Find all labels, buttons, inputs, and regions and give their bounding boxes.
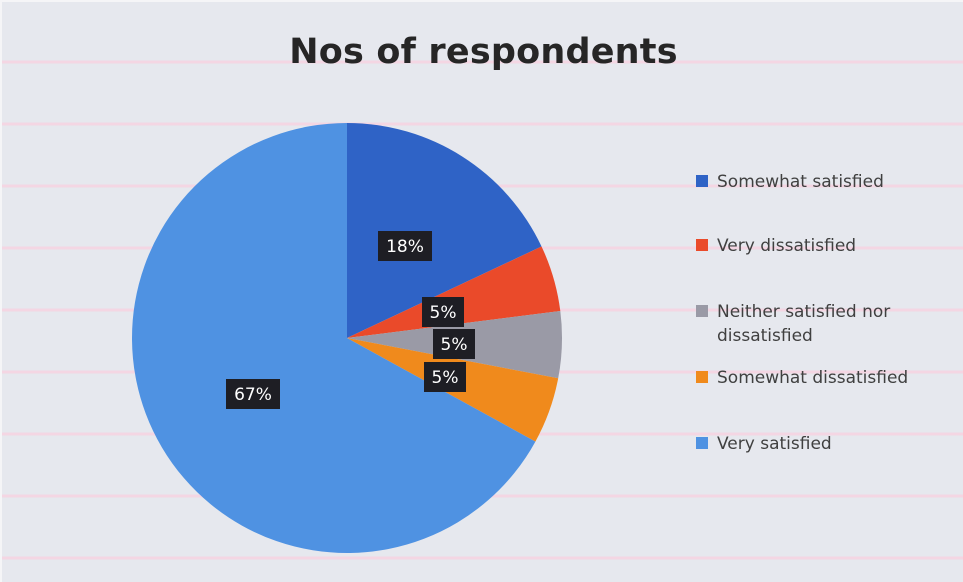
data-label-somewhat-dissatisfied: 5%	[424, 362, 466, 392]
legend-label: Somewhat satisfied	[717, 172, 884, 192]
pie-slice-somewhat-satisfied	[347, 123, 542, 338]
legend-label: Very satisfied	[717, 434, 832, 454]
legend-label: Very dissatisfied	[717, 236, 857, 256]
legend-swatch	[696, 305, 708, 317]
data-label-somewhat-satisfied: 18%	[378, 231, 432, 261]
data-label-text: 67%	[234, 385, 272, 405]
legend-swatch	[696, 175, 708, 187]
data-label-text: 5%	[430, 303, 457, 323]
data-label-box	[422, 297, 464, 327]
legend-label: Somewhat dissatisfied	[717, 368, 909, 388]
data-label-text: 5%	[441, 335, 468, 355]
pie-slice-very-dissatisfied	[347, 246, 561, 338]
legend-swatch	[696, 371, 708, 383]
legend-item-somewhat-satisfied: Somewhat satisfied	[696, 170, 956, 194]
legend-item-very-satisfied: Very satisfied	[696, 432, 956, 456]
data-label-very-dissatisfied: 5%	[422, 297, 464, 327]
legend-swatch	[696, 437, 708, 449]
legend-label: Neither satisfied nor dissatisfied	[717, 302, 891, 346]
legend-item-very-dissatisfied: Very dissatisfied	[696, 234, 956, 258]
legend-swatch	[696, 239, 708, 251]
pie-slice-very-satisfied	[132, 123, 536, 553]
data-label-neither-satisfied-nor-dissatisfied: 5%	[433, 329, 475, 359]
legend-item-somewhat-dissatisfied: Somewhat dissatisfied	[696, 366, 956, 390]
data-label-text: 18%	[386, 237, 424, 257]
data-label-very-satisfied: 67%	[226, 379, 280, 409]
data-label-text: 5%	[432, 368, 459, 388]
data-label-box	[424, 362, 466, 392]
data-label-box	[433, 329, 475, 359]
data-label-box	[378, 231, 432, 261]
legend-item-neither-satisfied-nor-dissatisfied: Neither satisfied nor dissatisfied	[696, 300, 956, 348]
chart-title: Nos of respondents	[289, 32, 678, 72]
data-label-box	[226, 379, 280, 409]
